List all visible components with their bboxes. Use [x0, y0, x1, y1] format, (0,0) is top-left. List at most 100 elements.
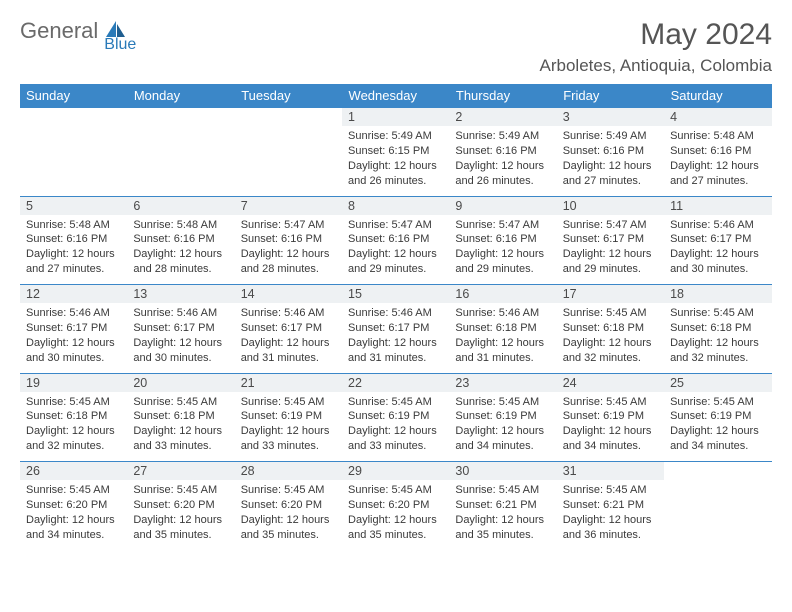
day-detail-cell: Sunrise: 5:45 AMSunset: 6:19 PMDaylight:…	[235, 392, 342, 462]
sunset-line: Sunset: 6:20 PM	[241, 499, 322, 511]
day-number-cell: 12	[20, 285, 127, 304]
sunset-line: Sunset: 6:16 PM	[670, 145, 751, 157]
logo-text-blue: Blue	[104, 36, 136, 54]
day-number-cell: 24	[557, 373, 664, 392]
sunrise-line: Sunrise: 5:45 AM	[563, 484, 647, 496]
sunset-line: Sunset: 6:19 PM	[563, 410, 644, 422]
weekday-header: Friday	[557, 84, 664, 108]
daylight-line: Daylight: 12 hours and 29 minutes.	[348, 248, 437, 275]
day-detail-cell: Sunrise: 5:46 AM Sunset: 6:17 PM Daylight:…	[127, 303, 234, 373]
sunrise-line: Sunrise: 5:45 AM	[241, 484, 325, 496]
sunset-line: Sunset: 6:16 PM	[455, 145, 536, 157]
location-subtitle: Arboletes, Antioquia, Colombia	[540, 56, 772, 76]
daylight-line: Daylight: 12 hours and 27 minutes.	[563, 160, 652, 187]
day-number-cell: 14	[235, 285, 342, 304]
daylight-line: Daylight: 12 hours and 33 minutes.	[133, 425, 222, 452]
day-number-cell: 15	[342, 285, 449, 304]
day-number-cell: 30	[449, 462, 556, 481]
title-block: May 2024 Arboletes, Antioquia, Colombia	[540, 18, 772, 76]
day-detail-cell	[235, 126, 342, 196]
sunset-line: Sunset: 6:21 PM	[563, 499, 644, 511]
sunset-line: Sunset: 6:19 PM	[348, 410, 429, 422]
sunrise-line: Sunrise: 5:46 AM	[133, 307, 217, 319]
sunset-line: Sunset: 6:16 PM	[241, 233, 322, 245]
sunset-line: Sunset: 6:17 PM	[133, 322, 214, 334]
day-detail-cell: Sunrise: 5:49 AMSunset: 6:16 PMDaylight:…	[449, 126, 556, 196]
day-number-cell: 3	[557, 108, 664, 127]
day-detail-cell: Sunrise: 5:45 AMSunset: 6:21 PMDaylight:…	[557, 480, 664, 550]
sunset-line: Sunset: 6:19 PM	[241, 410, 322, 422]
day-detail-cell: Sunrise: 5:45 AM Sunset: 6:20 PM Daylight:…	[235, 480, 342, 550]
day-detail-cell: Sunrise: 5:45 AMSunset: 6:19 PMDaylight:…	[342, 392, 449, 462]
sunrise-line: Sunrise: 5:46 AM	[670, 219, 754, 231]
daylight-line: Daylight: 12 hours and 31 minutes.	[348, 337, 437, 364]
day-detail-cell: Sunrise: 5:45 AMSunset: 6:18 PMDaylight:…	[664, 303, 771, 373]
sunrise-line: Sunrise: 5:46 AM	[348, 307, 432, 319]
day-number-row: 567891011	[20, 196, 772, 215]
day-number-cell: 27	[127, 462, 234, 481]
weekday-header-row: SundayMondayTuesdayWednesdayThursdayFrid…	[20, 84, 772, 108]
sunset-line: Sunset: 6:17 PM	[563, 233, 644, 245]
daylight-line: Daylight: 12 hours and 30 minutes.	[133, 337, 222, 364]
day-number-cell	[20, 108, 127, 127]
day-detail-cell	[127, 126, 234, 196]
sunrise-line: Sunrise: 5:47 AM	[241, 219, 325, 231]
daylight-line: Daylight: 12 hours and 35 minutes.	[241, 514, 330, 541]
sunrise-line: Sunrise: 5:46 AM	[241, 307, 325, 319]
day-detail-cell: Sunrise: 5:47 AMSunset: 6:16 PMDaylight:…	[342, 215, 449, 285]
sunset-line: Sunset: 6:18 PM	[670, 322, 751, 334]
day-number-cell: 13	[127, 285, 234, 304]
sunrise-line: Sunrise: 5:45 AM	[26, 396, 110, 408]
daylight-line: Daylight: 12 hours and 32 minutes.	[670, 337, 759, 364]
day-detail-cell: Sunrise: 5:45 AMSunset: 6:18 PMDaylight:…	[20, 392, 127, 462]
sunrise-line: Sunrise: 5:47 AM	[563, 219, 647, 231]
sunset-line: Sunset: 6:17 PM	[241, 322, 322, 334]
daylight-line: Daylight: 12 hours and 34 minutes.	[670, 425, 759, 452]
sunrise-line: Sunrise: 5:45 AM	[455, 484, 539, 496]
sunrise-line: Sunrise: 5:45 AM	[563, 307, 647, 319]
day-number-cell: 4	[664, 108, 771, 127]
sunrise-line: Sunrise: 5:45 AM	[26, 484, 110, 496]
day-number-cell: 22	[342, 373, 449, 392]
sunset-line: Sunset: 6:16 PM	[563, 145, 644, 157]
day-detail-cell: Sunrise: 5:48 AMSunset: 6:16 PMDaylight:…	[20, 215, 127, 285]
daylight-line: Daylight: 12 hours and 34 minutes.	[455, 425, 544, 452]
sunrise-line: Sunrise: 5:45 AM	[348, 484, 432, 496]
sunset-line: Sunset: 6:16 PM	[26, 233, 107, 245]
sunrise-line: Sunrise: 5:45 AM	[563, 396, 647, 408]
daylight-line: Daylight: 12 hours and 29 minutes.	[455, 248, 544, 275]
sunset-line: Sunset: 6:21 PM	[455, 499, 536, 511]
day-detail-row: Sunrise: 5:45 AM Sunset: 6:18 PM Daylight:…	[20, 392, 772, 462]
daylight-line: Daylight: 12 hours and 30 minutes.	[670, 248, 759, 275]
day-number-cell: 2	[449, 108, 556, 127]
day-number-cell	[235, 108, 342, 127]
weekday-header: Sunday	[20, 84, 127, 108]
sunset-line: Sunset: 6:16 PM	[133, 233, 214, 245]
day-detail-cell: Sunrise: 5:48 AMSunset: 6:16 PMDaylight:…	[664, 126, 771, 196]
day-number-cell: 9	[449, 196, 556, 215]
sunset-line: Sunset: 6:18 PM	[563, 322, 644, 334]
sunrise-line: Sunrise: 5:48 AM	[133, 219, 217, 231]
day-detail-cell	[664, 480, 771, 550]
sunrise-line: Sunrise: 5:47 AM	[348, 219, 432, 231]
sunset-line: Sunset: 6:19 PM	[670, 410, 751, 422]
day-detail-cell: Sunrise: 5:45 AMSunset: 6:20 PMDaylight:…	[20, 480, 127, 550]
weekday-header: Thursday	[449, 84, 556, 108]
sunset-line: Sunset: 6:19 PM	[455, 410, 536, 422]
daylight-line: Daylight: 12 hours and 28 minutes.	[241, 248, 330, 275]
sunset-line: Sunset: 6:18 PM	[455, 322, 536, 334]
day-number-cell: 1	[342, 108, 449, 127]
daylight-line: Daylight: 12 hours and 27 minutes.	[670, 160, 759, 187]
weekday-header: Wednesday	[342, 84, 449, 108]
day-detail-cell: Sunrise: 5:47 AM Sunset: 6:16 PM Daylight:…	[235, 215, 342, 285]
sunset-line: Sunset: 6:18 PM	[26, 410, 107, 422]
sunrise-line: Sunrise: 5:45 AM	[241, 396, 325, 408]
daylight-line: Daylight: 12 hours and 29 minutes.	[563, 248, 652, 275]
day-number-cell: 31	[557, 462, 664, 481]
day-number-cell: 11	[664, 196, 771, 215]
daylight-line: Daylight: 12 hours and 30 minutes.	[26, 337, 115, 364]
day-number-cell: 17	[557, 285, 664, 304]
day-detail-row: Sunrise: 5:46 AM Sunset: 6:17 PM Daylight:…	[20, 303, 772, 373]
day-number-cell	[127, 108, 234, 127]
daylight-line: Daylight: 12 hours and 31 minutes.	[455, 337, 544, 364]
